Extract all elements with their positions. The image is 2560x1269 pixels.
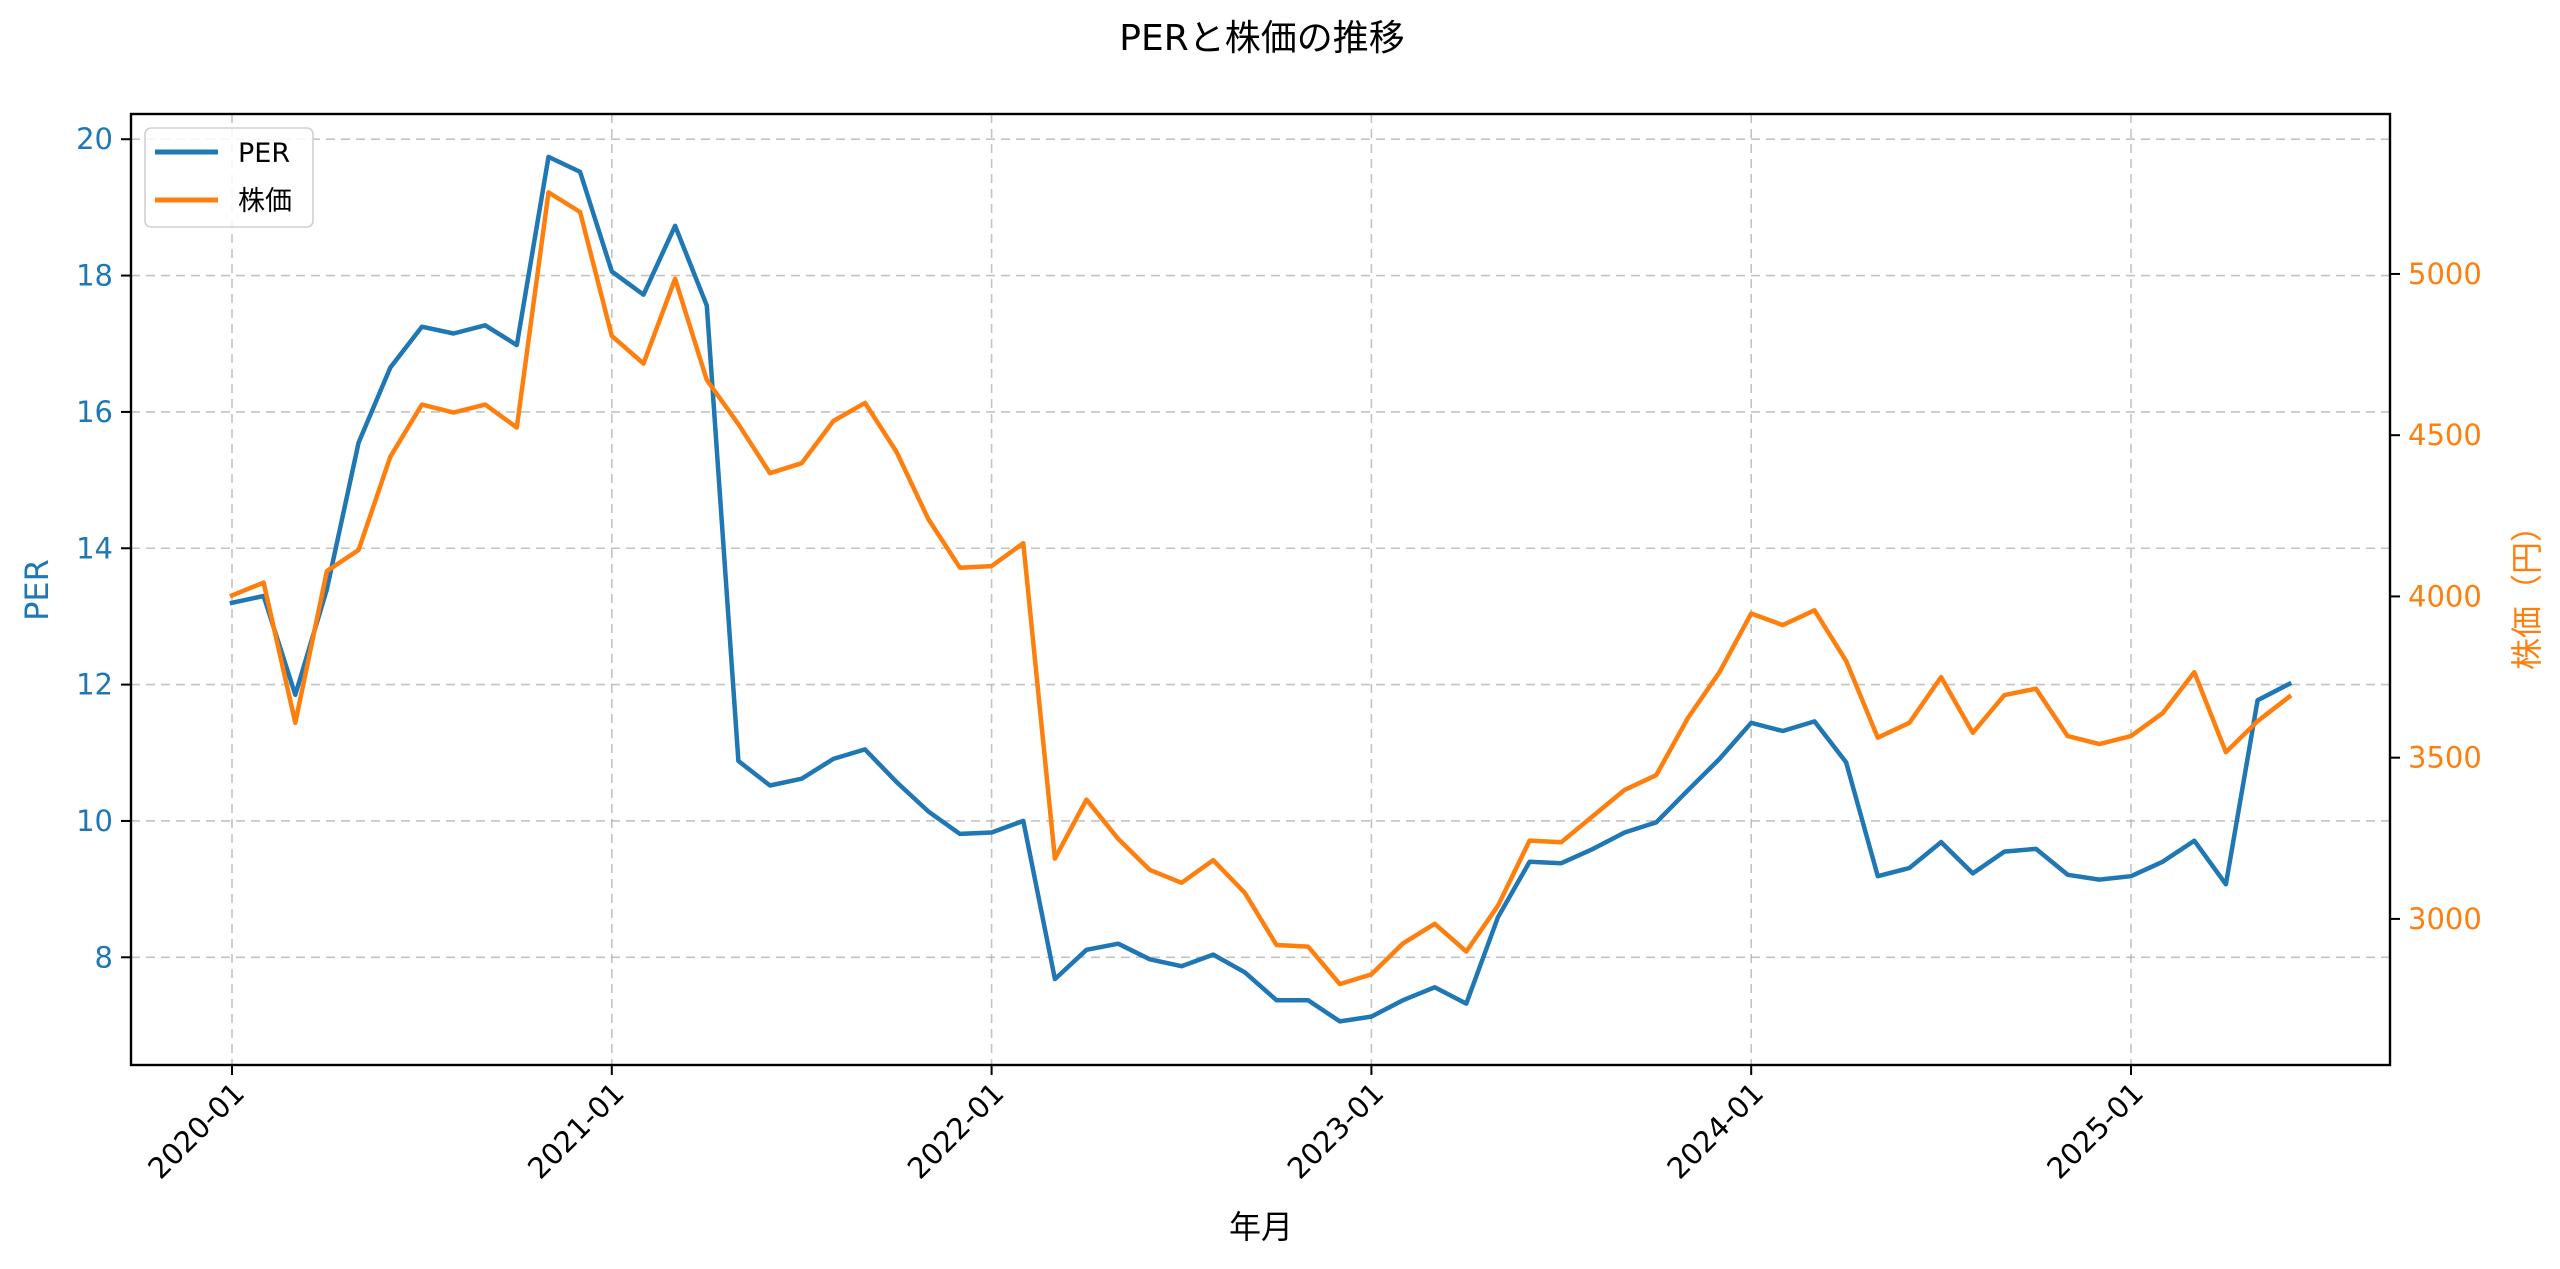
y-left-tick-label: 20 — [76, 122, 113, 156]
plot-frame — [129, 112, 2392, 1067]
y-left-tick-label: 14 — [76, 531, 113, 565]
price-line — [229, 190, 2293, 987]
chart-title: PERと株価の推移 — [1119, 18, 1404, 59]
y-axis-left: 8 10 12 14 16 18 20 — [76, 122, 131, 974]
per-line — [229, 154, 2293, 1024]
y-right-tick-label: 4000 — [2408, 579, 2482, 613]
y-right-tick-label: 5000 — [2408, 257, 2482, 291]
y-left-tick-label: 18 — [76, 259, 113, 293]
data-series — [229, 154, 2293, 1024]
y-left-tick-label: 16 — [76, 395, 113, 429]
y-axis-right-title: 株価（円） — [2508, 510, 2546, 670]
y-right-tick-label: 3500 — [2408, 741, 2482, 775]
y-axis-right: 3000 3500 4000 4500 5000 — [2390, 257, 2482, 936]
legend-label-per: PER — [238, 138, 290, 169]
y-right-tick-label: 4500 — [2408, 418, 2482, 452]
y-left-tick-label: 10 — [76, 804, 113, 838]
grid-lines — [131, 114, 2390, 1065]
y-right-tick-label: 3000 — [2408, 902, 2482, 936]
y-left-tick-label: 12 — [76, 668, 113, 702]
y-left-tick-label: 8 — [95, 940, 113, 974]
legend-label-price: 株価 — [238, 186, 292, 217]
x-axis-title: 年月 — [1229, 1208, 1293, 1246]
legend: PER 株価 — [144, 127, 314, 228]
y-axis-left-title: PER — [18, 559, 56, 621]
